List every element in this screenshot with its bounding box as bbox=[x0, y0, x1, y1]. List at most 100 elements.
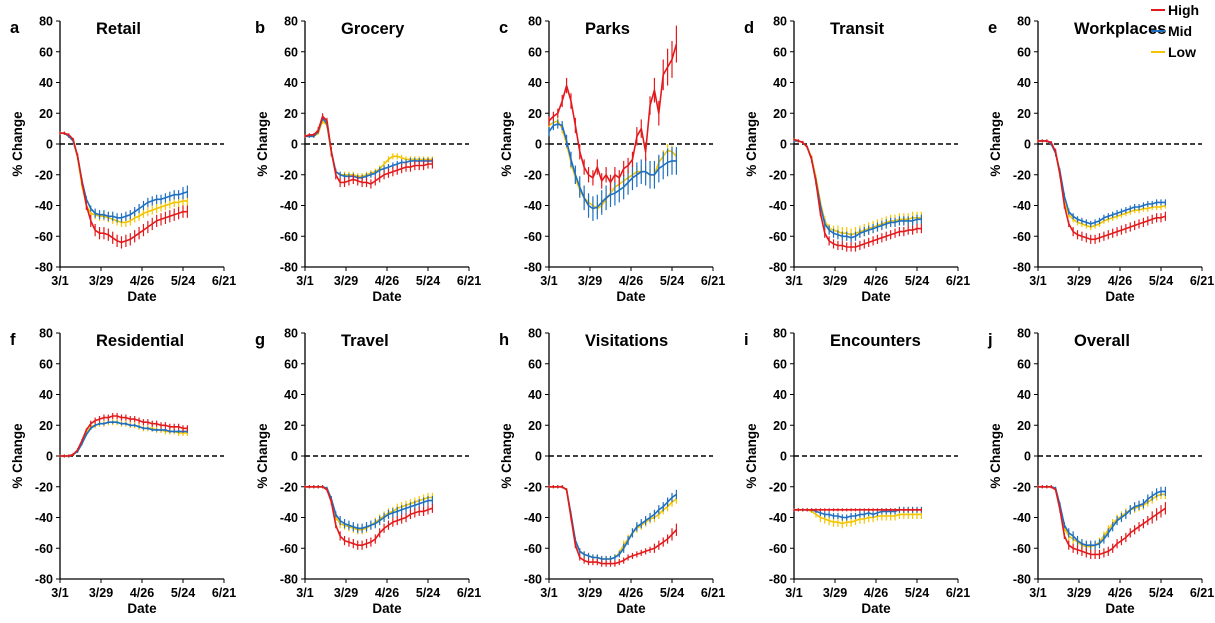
y-tick-label: -60 bbox=[1013, 542, 1031, 556]
series-low bbox=[304, 117, 433, 180]
x-tick-label: 3/29 bbox=[823, 586, 847, 600]
y-tick-label: 80 bbox=[39, 15, 53, 29]
panel-letter: i bbox=[744, 331, 749, 349]
y-tick-label: -80 bbox=[524, 261, 542, 275]
series-high bbox=[1037, 485, 1166, 560]
x-tick-label: 4/26 bbox=[1108, 586, 1132, 600]
y-tick-label: 40 bbox=[284, 76, 298, 90]
y-tick-label: 20 bbox=[39, 107, 53, 121]
series-low bbox=[304, 485, 433, 535]
y-tick-label: -20 bbox=[280, 168, 298, 182]
x-axis-label: Date bbox=[127, 601, 157, 616]
y-tick-label: 60 bbox=[1017, 45, 1031, 59]
x-tick-label: 5/24 bbox=[171, 274, 195, 288]
x-tick-label: 6/21 bbox=[457, 586, 481, 600]
y-tick-label: -20 bbox=[769, 168, 787, 182]
x-tick-label: 3/29 bbox=[89, 274, 113, 288]
y-tick-label: 60 bbox=[528, 357, 542, 371]
y-tick-label: -60 bbox=[769, 230, 787, 244]
y-tick-label: 0 bbox=[46, 138, 53, 152]
x-tick-label: 3/29 bbox=[823, 274, 847, 288]
y-tick-label: -80 bbox=[1013, 261, 1031, 275]
y-tick-label: -60 bbox=[524, 542, 542, 556]
x-tick-label: 3/1 bbox=[785, 586, 802, 600]
series-low bbox=[1037, 139, 1166, 231]
x-tick-label: 3/1 bbox=[1029, 586, 1046, 600]
y-tick-label: -40 bbox=[280, 199, 298, 213]
y-tick-label: -20 bbox=[524, 480, 542, 494]
series-line bbox=[1038, 140, 1166, 241]
x-axis-label: Date bbox=[616, 289, 646, 304]
y-tick-label: -80 bbox=[280, 573, 298, 587]
series-line bbox=[1038, 140, 1166, 225]
x-tick-label: 5/24 bbox=[416, 274, 440, 288]
panel-title: Retail bbox=[96, 20, 141, 38]
legend-label: Low bbox=[1168, 44, 1196, 60]
y-tick-label: -20 bbox=[524, 168, 542, 182]
series-mid bbox=[793, 139, 922, 243]
panel-title: Overall bbox=[1074, 332, 1130, 350]
y-tick-label: -40 bbox=[280, 511, 298, 525]
y-tick-label: -60 bbox=[1013, 230, 1031, 244]
y-tick-label: 0 bbox=[535, 450, 542, 464]
y-tick-label: -60 bbox=[35, 542, 53, 556]
y-tick-label: 80 bbox=[528, 15, 542, 29]
y-tick-label: 80 bbox=[773, 15, 787, 29]
panel-letter: f bbox=[10, 331, 16, 349]
series-mid bbox=[304, 485, 433, 533]
x-axis-label: Date bbox=[861, 289, 891, 304]
panel-letter: c bbox=[499, 19, 508, 37]
y-tick-label: 0 bbox=[1024, 450, 1031, 464]
x-tick-label: 6/21 bbox=[457, 274, 481, 288]
y-tick-label: 40 bbox=[528, 388, 542, 402]
panel-title: Transit bbox=[830, 20, 885, 38]
y-tick-label: 60 bbox=[284, 45, 298, 59]
x-axis-label: Date bbox=[616, 601, 646, 616]
y-tick-label: -20 bbox=[1013, 168, 1031, 182]
y-tick-label: 40 bbox=[284, 388, 298, 402]
y-tick-label: -80 bbox=[524, 573, 542, 587]
x-tick-label: 3/1 bbox=[51, 586, 68, 600]
series-line bbox=[1038, 140, 1166, 228]
panel-c: c Parks 80 60 40 20 0 -20 -40 -60 -803/1 3/29 4/26 5/… bbox=[499, 15, 725, 305]
series-line bbox=[548, 123, 677, 210]
x-tick-label: 6/21 bbox=[701, 274, 725, 288]
x-tick-label: 3/29 bbox=[334, 586, 358, 600]
x-tick-label: 3/1 bbox=[51, 274, 68, 288]
y-tick-label: 20 bbox=[284, 107, 298, 121]
series-line bbox=[60, 132, 188, 244]
y-tick-label: -60 bbox=[35, 230, 53, 244]
y-tick-label: 80 bbox=[773, 327, 787, 341]
series-mid bbox=[1037, 139, 1166, 228]
series-mid bbox=[304, 114, 433, 181]
y-tick-label: 20 bbox=[284, 419, 298, 433]
y-tick-label: 0 bbox=[46, 450, 53, 464]
y-tick-label: 40 bbox=[39, 388, 53, 402]
y-tick-label: 40 bbox=[39, 76, 53, 90]
y-tick-label: 20 bbox=[773, 419, 787, 433]
y-tick-label: -40 bbox=[35, 199, 53, 213]
x-tick-label: 3/1 bbox=[296, 274, 313, 288]
y-axis-label: % Change bbox=[10, 111, 25, 177]
x-axis-label: Date bbox=[127, 289, 157, 304]
panel-e: e Workplaces 80 60 40 20 0 -20 -40 -60 -803/1 3/29 4… bbox=[988, 15, 1214, 305]
x-tick-label: 4/26 bbox=[864, 274, 888, 288]
panel-letter: j bbox=[987, 331, 993, 349]
x-axis-label: Date bbox=[1105, 289, 1135, 304]
y-axis-label: % Change bbox=[255, 111, 270, 177]
x-tick-label: 3/29 bbox=[334, 274, 358, 288]
panel-h: h Visitations 80 60 40 20 0 -20 -40 -60 -803/1 3/29… bbox=[499, 327, 725, 617]
y-axis-label: % Change bbox=[255, 423, 270, 489]
panel-title: Workplaces bbox=[1074, 20, 1166, 38]
y-tick-label: 20 bbox=[528, 107, 542, 121]
y-tick-label: -40 bbox=[35, 511, 53, 525]
y-tick-label: -80 bbox=[1013, 573, 1031, 587]
x-tick-label: 6/21 bbox=[946, 274, 970, 288]
series-line bbox=[60, 415, 188, 457]
series-line bbox=[1038, 485, 1166, 547]
series-high bbox=[793, 508, 922, 512]
y-tick-label: 60 bbox=[284, 357, 298, 371]
x-tick-label: 3/1 bbox=[540, 586, 557, 600]
y-tick-label: 60 bbox=[773, 45, 787, 59]
y-tick-label: 60 bbox=[528, 45, 542, 59]
